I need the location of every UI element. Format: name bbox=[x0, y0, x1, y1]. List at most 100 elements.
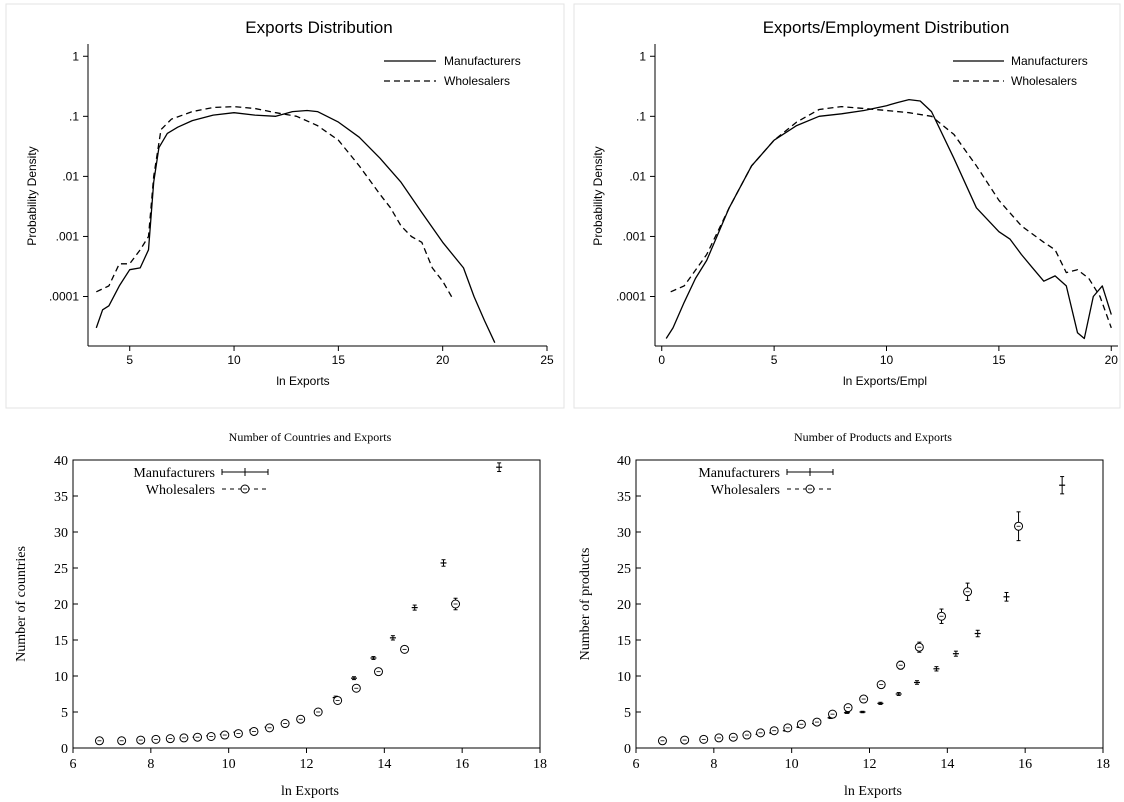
y-tick-label: 40 bbox=[617, 454, 631, 469]
data-point bbox=[680, 735, 690, 745]
data-point bbox=[828, 709, 838, 719]
y-tick-label: 1 bbox=[639, 49, 646, 63]
axes: 0 5 10 15 20 1 .1 .01 .001 .0001 bbox=[616, 44, 1118, 367]
data-point bbox=[843, 711, 850, 714]
data-point bbox=[220, 730, 230, 740]
data-point bbox=[136, 735, 146, 745]
data-point bbox=[206, 731, 216, 741]
y-tick-label: 25 bbox=[54, 562, 68, 577]
legend: Manufacturers Wholesalers bbox=[133, 466, 269, 498]
x-tick-label: 10 bbox=[227, 353, 241, 367]
x-axis-label: ln Exports/Empl bbox=[843, 374, 927, 388]
data-point bbox=[280, 719, 290, 729]
y-tick-label: 5 bbox=[61, 706, 68, 721]
axes: 6 8 10 12 14 16 18 0 5 10 15 20 25 30 35 40 bbox=[54, 454, 547, 772]
y-tick-label: 0 bbox=[61, 742, 68, 757]
data-point bbox=[742, 730, 752, 740]
series-manufacturers bbox=[95, 109, 496, 343]
data-point bbox=[843, 703, 853, 713]
y-tick-label: 30 bbox=[617, 526, 631, 541]
data-point bbox=[783, 723, 793, 733]
legend-label-manufacturers: Manufacturers bbox=[444, 54, 521, 68]
data-point bbox=[1014, 511, 1024, 542]
data-point bbox=[165, 734, 175, 744]
data-point bbox=[936, 608, 946, 624]
series-wholesalers bbox=[96, 105, 454, 300]
exports-distribution-chart: Exports Distribution ln Exports Probabil… bbox=[5, 3, 565, 409]
x-axis-label: ln Exports bbox=[844, 784, 902, 799]
data-point bbox=[296, 714, 306, 724]
legend-label-manufacturers: Manufacturers bbox=[698, 466, 780, 481]
data-point bbox=[313, 707, 323, 717]
y-tick-label: 25 bbox=[617, 562, 631, 577]
chart-title: Number of Countries and Exports bbox=[229, 430, 392, 444]
data-point bbox=[94, 736, 104, 746]
legend-swatch-manufacturers bbox=[221, 468, 269, 476]
y-axis-label: Probability Density bbox=[25, 146, 39, 245]
y-tick-label: .01 bbox=[629, 169, 646, 183]
series-wholesalers bbox=[670, 105, 1112, 329]
x-tick-label: 18 bbox=[533, 757, 547, 772]
data-point bbox=[373, 667, 383, 677]
chart-title: Exports/Employment Distribution bbox=[763, 18, 1010, 37]
data-point bbox=[333, 695, 343, 705]
data-point bbox=[117, 736, 127, 746]
x-axis-label: ln Exports bbox=[276, 374, 329, 388]
legend-label-wholesalers: Wholesalers bbox=[444, 74, 510, 88]
x-tick-label: 12 bbox=[863, 757, 877, 772]
y-tick-label: .1 bbox=[636, 109, 646, 123]
y-tick-label: .1 bbox=[69, 109, 79, 123]
data-point bbox=[728, 732, 738, 742]
y-tick-label: 10 bbox=[617, 670, 631, 685]
legend-swatch-wholesalers bbox=[787, 484, 833, 494]
x-tick-label: 12 bbox=[300, 757, 314, 772]
data-point bbox=[400, 644, 410, 654]
series-wholesalers bbox=[657, 511, 1024, 746]
legend: Manufacturers Wholesalers bbox=[698, 466, 834, 498]
y-tick-label: 35 bbox=[54, 490, 68, 505]
chart-title: Exports Distribution bbox=[245, 18, 392, 37]
data-point bbox=[859, 694, 869, 704]
data-point bbox=[496, 462, 503, 473]
data-point bbox=[877, 701, 884, 705]
countries-vs-exports-chart: Number of Countries and Exports ln Expor… bbox=[14, 430, 547, 799]
data-point bbox=[769, 726, 779, 736]
legend-label-wholesalers: Wholesalers bbox=[711, 483, 780, 498]
x-tick-label: 15 bbox=[332, 353, 346, 367]
data-point bbox=[974, 629, 981, 638]
x-tick-label: 25 bbox=[540, 353, 554, 367]
x-tick-label: 8 bbox=[147, 757, 154, 772]
y-tick-label: 20 bbox=[617, 598, 631, 613]
y-tick-label: 20 bbox=[54, 598, 68, 613]
x-tick-label: 10 bbox=[222, 757, 236, 772]
x-tick-label: 16 bbox=[455, 757, 469, 772]
series-line-wholesalers bbox=[670, 105, 1112, 329]
legend-swatch-manufacturers bbox=[786, 468, 834, 476]
exports-employment-distribution-chart: Exports/Employment Distribution ln Expor… bbox=[573, 3, 1121, 409]
y-tick-label: 0 bbox=[624, 742, 631, 757]
x-tick-label: 14 bbox=[940, 757, 954, 772]
y-axis-label: Number of products bbox=[578, 548, 593, 661]
data-point bbox=[876, 680, 886, 690]
legend-label-manufacturers: Manufacturers bbox=[133, 466, 215, 481]
data-point bbox=[440, 559, 447, 567]
legend-label-wholesalers: Wholesalers bbox=[146, 483, 215, 498]
data-point bbox=[933, 666, 940, 672]
x-tick-label: 6 bbox=[633, 757, 640, 772]
data-point bbox=[249, 726, 259, 736]
chart-title: Number of Products and Exports bbox=[794, 430, 952, 444]
data-point bbox=[179, 733, 189, 743]
y-tick-label: 40 bbox=[54, 454, 68, 469]
y-tick-label: 10 bbox=[54, 670, 68, 685]
data-point bbox=[193, 732, 203, 742]
data-point bbox=[265, 723, 275, 733]
panel-border bbox=[573, 3, 1121, 409]
data-point bbox=[859, 710, 866, 714]
series-line-manufacturers bbox=[665, 98, 1112, 340]
x-axis-label: ln Exports bbox=[281, 784, 339, 799]
x-tick-label: 16 bbox=[1018, 757, 1032, 772]
data-point bbox=[812, 717, 822, 727]
series-wholesalers bbox=[94, 597, 461, 746]
data-point bbox=[896, 660, 906, 670]
